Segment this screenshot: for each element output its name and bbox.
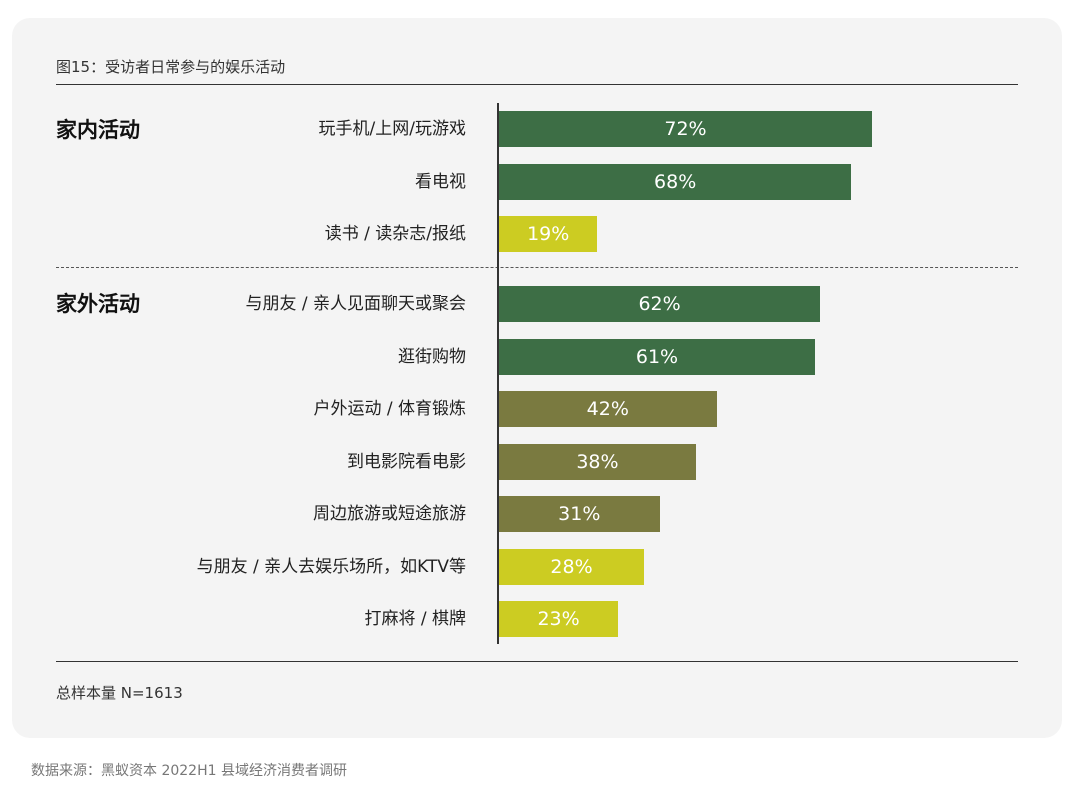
y-axis-line	[497, 103, 499, 644]
bar: 23%	[499, 601, 619, 637]
bar: 42%	[499, 391, 717, 427]
bar: 62%	[499, 286, 821, 322]
value-label: 61%	[635, 346, 679, 368]
figure-title: 图15：受访者日常参与的娱乐活动	[56, 58, 286, 76]
bottom-rule	[56, 661, 1018, 662]
bar: 38%	[499, 444, 696, 480]
value-label: 38%	[576, 451, 619, 473]
category-label: 打麻将 / 棋牌	[364, 609, 466, 629]
category-label: 逛街购物	[398, 347, 466, 367]
group-label-home: 家内活动	[56, 118, 140, 142]
bar-row: 打麻将 / 棋牌 23%	[0, 601, 1080, 637]
category-label: 与朋友 / 亲人见面聊天或聚会	[245, 294, 466, 314]
source-note: 数据来源：黑蚁资本 2022H1 县域经济消费者调研	[31, 763, 347, 779]
category-label: 周边旅游或短途旅游	[313, 504, 466, 524]
category-label: 与朋友 / 亲人去娱乐场所，如KTV等	[196, 557, 466, 577]
bar: 68%	[499, 164, 852, 200]
value-label: 19%	[527, 223, 570, 245]
bar-row: 与朋友 / 亲人见面聊天或聚会 62%	[0, 286, 1080, 322]
value-label: 23%	[537, 608, 580, 630]
bar: 31%	[499, 496, 660, 532]
value-label: 72%	[664, 118, 707, 140]
bar-row: 读书 / 读杂志/报纸 19%	[0, 216, 1080, 252]
bar: 72%	[499, 111, 872, 147]
top-rule	[56, 84, 1018, 85]
bar-row: 到电影院看电影 38%	[0, 444, 1080, 480]
bar-row: 逛街购物 61%	[0, 339, 1080, 375]
sample-size-note: 总样本量 N=1613	[56, 684, 183, 702]
bar-row: 与朋友 / 亲人去娱乐场所，如KTV等 28%	[0, 549, 1080, 585]
group-divider	[56, 267, 1018, 268]
bar-row: 周边旅游或短途旅游 31%	[0, 496, 1080, 532]
category-label: 读书 / 读杂志/报纸	[324, 224, 466, 244]
value-label: 62%	[638, 293, 681, 315]
bar-row: 看电视 68%	[0, 164, 1080, 200]
bar: 19%	[499, 216, 598, 252]
value-label: 28%	[550, 556, 593, 578]
category-label: 玩手机/上网/玩游戏	[318, 119, 466, 139]
category-label: 到电影院看电影	[347, 452, 466, 472]
bar-row: 玩手机/上网/玩游戏 72%	[0, 111, 1080, 147]
value-label: 68%	[654, 171, 697, 193]
bar: 28%	[499, 549, 645, 585]
bar: 61%	[499, 339, 815, 375]
value-label: 31%	[558, 503, 601, 525]
category-label: 看电视	[415, 172, 466, 192]
group-label-outside: 家外活动	[56, 292, 140, 316]
bar-row: 户外运动 / 体育锻炼 42%	[0, 391, 1080, 427]
category-label: 户外运动 / 体育锻炼	[313, 399, 466, 419]
value-label: 42%	[586, 398, 629, 420]
